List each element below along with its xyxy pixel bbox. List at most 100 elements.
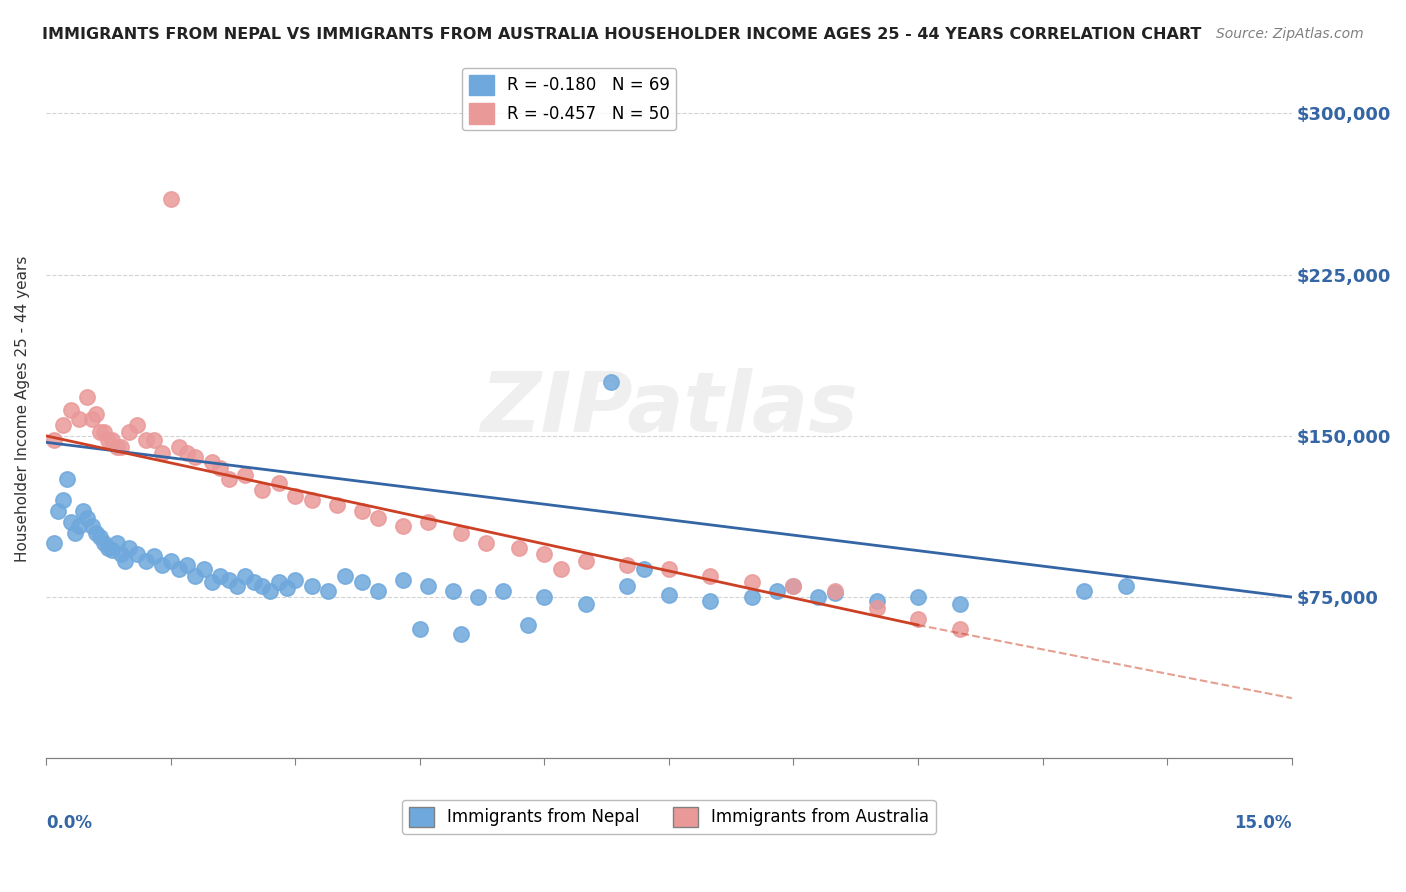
Point <box>575 553 598 567</box>
Point <box>59 515 82 529</box>
Point <box>233 467 256 482</box>
Point <box>301 493 323 508</box>
Point <box>101 542 124 557</box>
Point <box>93 536 115 550</box>
Point <box>416 515 439 529</box>
Point <box>392 573 415 587</box>
Point <box>218 472 240 486</box>
Point <box>475 536 498 550</box>
Point <box>80 411 103 425</box>
Point <box>84 525 107 540</box>
Point <box>97 541 120 555</box>
Point <box>301 579 323 593</box>
Point <box>127 418 149 433</box>
Text: 0.0%: 0.0% <box>46 814 91 832</box>
Point <box>699 568 721 582</box>
Point <box>658 588 681 602</box>
Point <box>599 375 621 389</box>
Point <box>150 558 173 572</box>
Point <box>59 403 82 417</box>
Point <box>105 440 128 454</box>
Point <box>150 446 173 460</box>
Point <box>159 553 181 567</box>
Point <box>44 536 66 550</box>
Point <box>76 390 98 404</box>
Point <box>450 525 472 540</box>
Point <box>218 573 240 587</box>
Point <box>176 558 198 572</box>
Point <box>392 519 415 533</box>
Point <box>350 504 373 518</box>
Point <box>44 433 66 447</box>
Point <box>699 594 721 608</box>
Point <box>325 498 347 512</box>
Point <box>508 541 530 555</box>
Point <box>67 411 90 425</box>
Point <box>167 440 190 454</box>
Text: IMMIGRANTS FROM NEPAL VS IMMIGRANTS FROM AUSTRALIA HOUSEHOLDER INCOME AGES 25 - : IMMIGRANTS FROM NEPAL VS IMMIGRANTS FROM… <box>42 27 1202 42</box>
Point <box>276 582 298 596</box>
Point <box>250 579 273 593</box>
Point <box>318 583 340 598</box>
Point <box>135 433 157 447</box>
Point <box>824 583 846 598</box>
Point <box>110 440 132 454</box>
Point <box>259 583 281 598</box>
Point <box>114 553 136 567</box>
Point <box>52 493 75 508</box>
Text: ZIPatlas: ZIPatlas <box>479 368 858 450</box>
Point <box>76 510 98 524</box>
Legend: Immigrants from Nepal, Immigrants from Australia: Immigrants from Nepal, Immigrants from A… <box>402 800 936 834</box>
Point <box>63 525 86 540</box>
Point <box>616 579 638 593</box>
Point <box>267 476 290 491</box>
Point <box>633 562 655 576</box>
Point <box>467 590 489 604</box>
Point <box>142 549 165 564</box>
Point <box>89 530 111 544</box>
Point <box>97 433 120 447</box>
Point <box>533 590 555 604</box>
Point <box>201 574 224 589</box>
Point <box>533 547 555 561</box>
Point <box>766 583 789 598</box>
Point <box>333 568 356 582</box>
Point <box>824 586 846 600</box>
Point <box>948 623 970 637</box>
Point <box>201 455 224 469</box>
Point <box>1115 579 1137 593</box>
Point <box>209 568 232 582</box>
Point <box>575 597 598 611</box>
Point <box>284 489 307 503</box>
Point <box>89 425 111 439</box>
Point <box>409 623 432 637</box>
Point <box>250 483 273 497</box>
Point <box>48 504 70 518</box>
Point <box>267 574 290 589</box>
Point <box>176 446 198 460</box>
Point <box>948 597 970 611</box>
Point <box>110 547 132 561</box>
Point <box>159 192 181 206</box>
Point <box>118 541 141 555</box>
Point <box>516 618 538 632</box>
Point <box>127 547 149 561</box>
Point <box>865 594 887 608</box>
Point <box>492 583 515 598</box>
Point <box>416 579 439 593</box>
Point <box>1073 583 1095 598</box>
Point <box>616 558 638 572</box>
Point <box>209 461 232 475</box>
Point <box>80 519 103 533</box>
Point <box>741 574 763 589</box>
Point <box>441 583 464 598</box>
Point <box>367 510 389 524</box>
Point <box>101 433 124 447</box>
Point <box>52 418 75 433</box>
Point <box>72 504 94 518</box>
Point <box>93 425 115 439</box>
Point <box>105 536 128 550</box>
Point <box>193 562 215 576</box>
Point <box>782 579 804 593</box>
Point <box>658 562 681 576</box>
